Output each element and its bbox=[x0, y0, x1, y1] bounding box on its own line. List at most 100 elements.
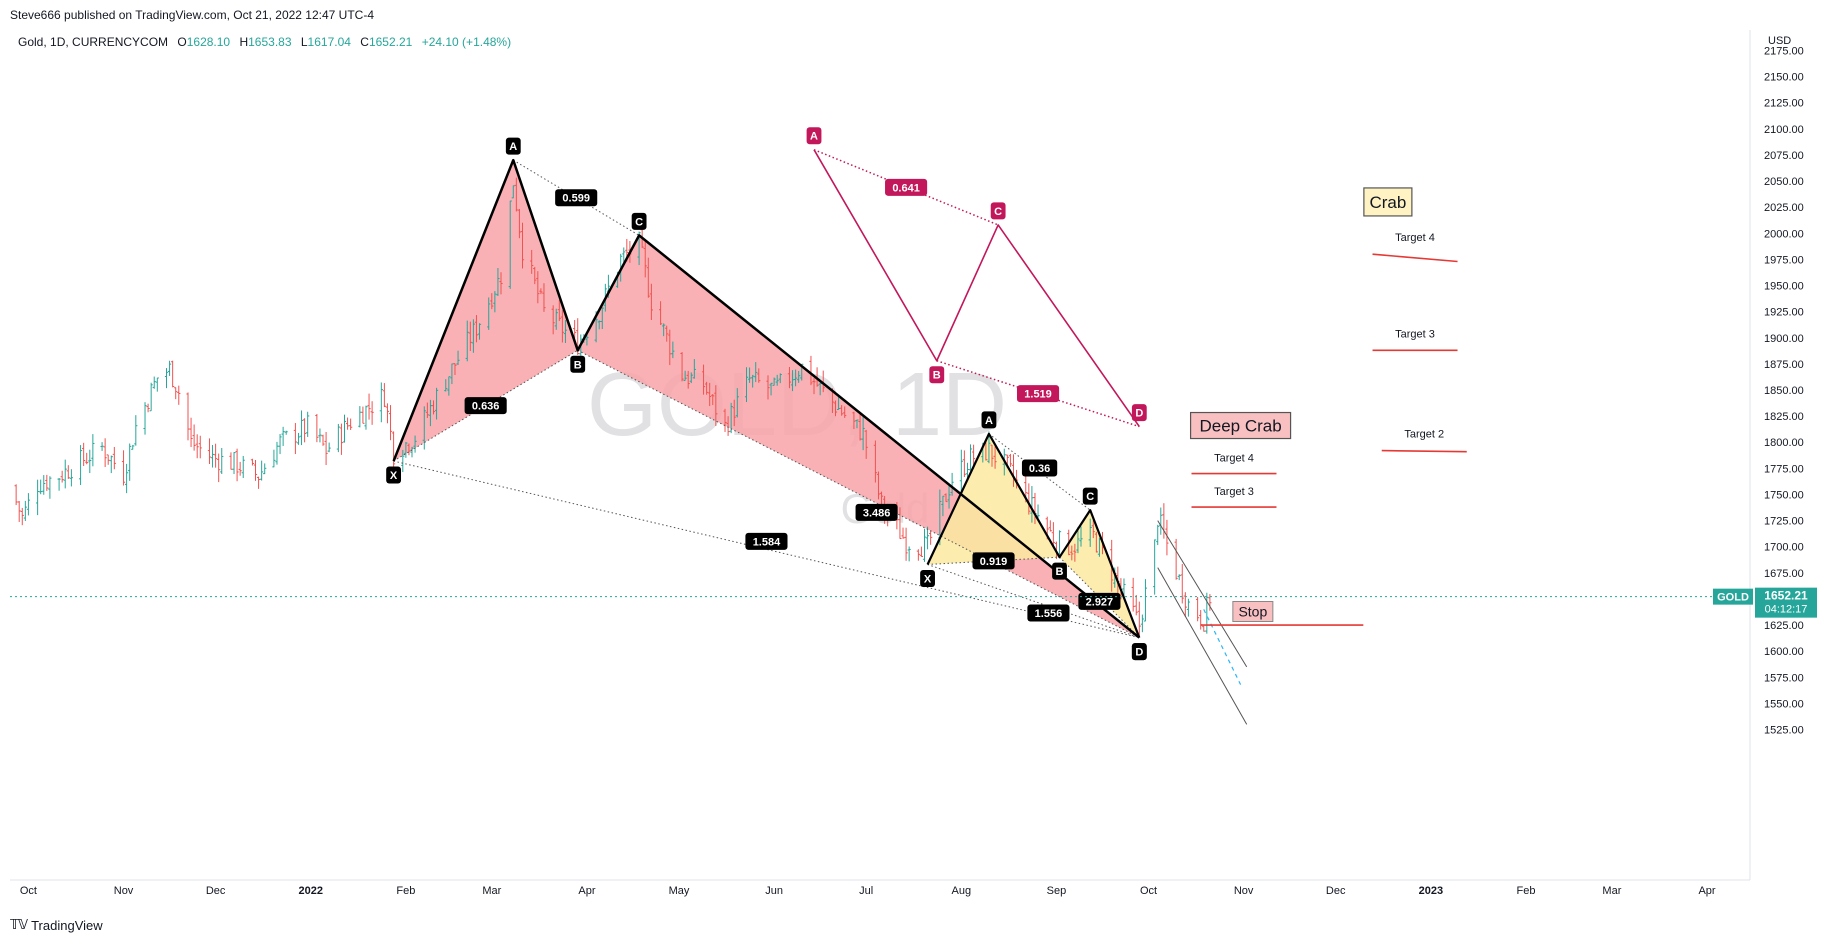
candle bbox=[281, 426, 285, 446]
p2-ratio-ab-text: 0.36 bbox=[1029, 463, 1050, 475]
candle bbox=[879, 491, 884, 506]
candle bbox=[962, 450, 966, 478]
candle bbox=[1094, 531, 1098, 553]
candle bbox=[1199, 610, 1203, 630]
candle bbox=[671, 341, 675, 359]
candle bbox=[573, 320, 577, 340]
legend-change: +24.10 (+1.48%) bbox=[422, 35, 511, 49]
p2-ratio-ab: 0.36 bbox=[1021, 459, 1058, 477]
candle bbox=[1057, 530, 1062, 556]
y-tick-label: 1800.00 bbox=[1764, 437, 1804, 449]
candle bbox=[987, 431, 991, 464]
candle bbox=[103, 438, 107, 467]
candle bbox=[490, 293, 494, 310]
candle bbox=[238, 461, 242, 476]
deep-crab-target-label: Target 3 bbox=[1214, 486, 1254, 498]
pattern1-legs bbox=[392, 158, 1141, 639]
p2-point-b-bg bbox=[1052, 562, 1067, 580]
candle bbox=[968, 444, 973, 471]
candle bbox=[514, 177, 518, 212]
p1-ratio-xb-text: 0.636 bbox=[472, 401, 500, 413]
candle bbox=[787, 366, 792, 389]
candle bbox=[321, 434, 325, 446]
candle bbox=[990, 444, 994, 467]
p3-point-d-bg bbox=[1131, 404, 1147, 422]
candle bbox=[563, 320, 568, 343]
candle bbox=[843, 406, 847, 418]
y-tick-label: 1850.00 bbox=[1764, 385, 1804, 397]
y-tick-label: 1950.00 bbox=[1764, 281, 1804, 293]
p1-point-a-bg bbox=[505, 137, 521, 155]
candle bbox=[686, 370, 690, 389]
candle bbox=[1131, 577, 1135, 612]
candle bbox=[1165, 519, 1169, 556]
p2-point-d: D bbox=[1131, 643, 1147, 661]
candle bbox=[769, 382, 773, 396]
p1-point-b-bg bbox=[570, 355, 586, 373]
p3-point-c-text: C bbox=[994, 206, 1002, 218]
pattern2-bcd-fill bbox=[1059, 510, 1140, 638]
candle bbox=[1070, 545, 1074, 561]
candle bbox=[809, 355, 813, 386]
candle bbox=[520, 222, 525, 269]
candle bbox=[1202, 626, 1206, 632]
candle bbox=[131, 444, 135, 450]
candle bbox=[149, 382, 153, 412]
tradingview-logo[interactable]: 𝕋𝕍 TradingView bbox=[10, 917, 103, 933]
x-tick-label: Dec bbox=[206, 885, 226, 897]
pattern2-legs bbox=[926, 432, 1141, 639]
candle bbox=[17, 500, 21, 522]
currency-label: USD bbox=[1768, 35, 1791, 47]
candle bbox=[303, 418, 307, 443]
stop-label-box bbox=[1232, 600, 1274, 622]
candle bbox=[941, 495, 945, 517]
price-tag-price: 1652.21 bbox=[1764, 589, 1808, 603]
y-tick-label: 2000.00 bbox=[1764, 228, 1804, 240]
price-tag: GOLD 1652.21 04:12:17 bbox=[1713, 587, 1817, 618]
candle bbox=[361, 406, 365, 424]
p2-point-d-text: D bbox=[1135, 647, 1143, 659]
candle bbox=[600, 307, 604, 330]
candle bbox=[167, 360, 172, 376]
p1-ratio-ab: 0.599 bbox=[555, 189, 598, 207]
candle bbox=[714, 385, 718, 426]
p2-ratio-bd-text: 2.927 bbox=[1086, 596, 1114, 608]
price-tag-symbol: GOLD bbox=[1717, 592, 1749, 604]
p2-ratio-xd: 1.556 bbox=[1027, 604, 1070, 622]
candle bbox=[680, 352, 684, 382]
crab-label-box bbox=[1363, 187, 1413, 217]
candle bbox=[263, 463, 267, 475]
candle bbox=[1183, 592, 1187, 617]
legend-open: 1628.10 bbox=[187, 35, 231, 49]
candle bbox=[152, 376, 156, 389]
candle bbox=[296, 432, 301, 445]
x-tick-label: Mar bbox=[1602, 885, 1621, 897]
candle bbox=[1079, 526, 1083, 547]
candle bbox=[1073, 543, 1077, 562]
y-tick-label: 1525.00 bbox=[1764, 725, 1804, 737]
candle bbox=[260, 460, 264, 481]
candle bbox=[1186, 598, 1191, 617]
candle bbox=[925, 526, 930, 550]
candle bbox=[919, 546, 924, 557]
candle bbox=[428, 399, 433, 427]
candle bbox=[1140, 614, 1144, 633]
legend-high: 1653.83 bbox=[248, 35, 292, 49]
candle bbox=[447, 376, 451, 396]
p1-ratio-xb-bg bbox=[464, 397, 507, 415]
candle bbox=[256, 476, 261, 489]
candle bbox=[947, 485, 951, 509]
y-tick-label: 1750.00 bbox=[1764, 489, 1804, 501]
candle bbox=[69, 469, 73, 487]
candle bbox=[812, 378, 816, 395]
y-tick-label: 2175.00 bbox=[1764, 45, 1804, 57]
candle bbox=[1177, 574, 1181, 581]
publisher-line: Steve666 published on TradingView.com, O… bbox=[10, 8, 375, 22]
candle bbox=[345, 417, 350, 430]
candle bbox=[836, 396, 841, 410]
p3-bd-dotted bbox=[936, 360, 1140, 428]
p2-point-b: B bbox=[1052, 562, 1067, 580]
y-tick-label: 2100.00 bbox=[1764, 124, 1804, 136]
candle bbox=[907, 546, 911, 562]
